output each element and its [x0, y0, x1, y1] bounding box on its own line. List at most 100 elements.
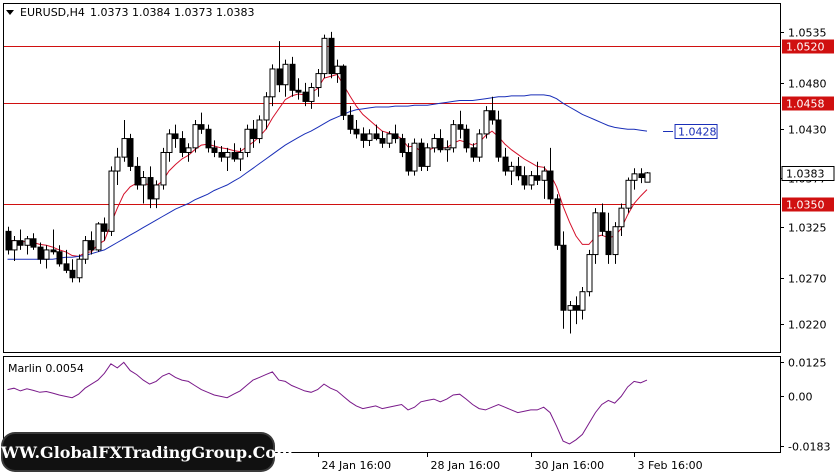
candle[interactable]	[515, 157, 522, 181]
candle[interactable]	[179, 131, 186, 158]
candle[interactable]	[379, 131, 386, 148]
candle[interactable]	[605, 212, 612, 264]
candle[interactable]	[470, 143, 477, 162]
candle[interactable]	[282, 59, 289, 97]
candle[interactable]	[508, 161, 515, 185]
candle[interactable]	[205, 124, 212, 153]
candle[interactable]	[192, 120, 199, 153]
candle[interactable]	[612, 222, 619, 264]
candle[interactable]	[560, 231, 567, 329]
candle[interactable]	[88, 231, 95, 255]
candle[interactable]	[43, 245, 50, 269]
candle[interactable]	[166, 129, 173, 162]
candle[interactable]	[269, 64, 276, 107]
candle[interactable]	[586, 249, 593, 297]
candle[interactable]	[256, 115, 263, 144]
dropdown-triangle-icon[interactable]	[6, 10, 14, 15]
candle[interactable]	[231, 143, 238, 162]
candle[interactable]	[347, 106, 354, 134]
candle[interactable]	[211, 140, 218, 158]
candle[interactable]	[579, 287, 586, 320]
candle[interactable]	[599, 203, 606, 236]
candle[interactable]	[457, 110, 464, 139]
candle[interactable]	[302, 82, 309, 107]
candle[interactable]	[366, 129, 373, 146]
candle[interactable]	[101, 217, 108, 241]
candle[interactable]	[405, 143, 412, 176]
candle[interactable]	[185, 143, 192, 162]
candle[interactable]	[160, 147, 167, 190]
candle[interactable]	[198, 112, 205, 134]
candle[interactable]	[224, 147, 231, 172]
candle[interactable]	[30, 233, 37, 250]
candle[interactable]	[631, 168, 638, 190]
candle[interactable]	[334, 59, 341, 83]
candle[interactable]	[392, 124, 399, 144]
candle[interactable]	[547, 147, 554, 204]
candle[interactable]	[618, 203, 625, 236]
candle[interactable]	[573, 296, 580, 325]
candle[interactable]	[328, 31, 335, 79]
candle[interactable]	[108, 166, 115, 236]
candle[interactable]	[321, 34, 328, 79]
candle[interactable]	[134, 157, 141, 190]
candle[interactable]	[644, 171, 651, 183]
candle[interactable]	[37, 242, 44, 264]
candle[interactable]	[172, 124, 179, 148]
candle[interactable]	[411, 138, 418, 176]
candle[interactable]	[76, 254, 83, 283]
candle[interactable]	[418, 138, 425, 172]
candle[interactable]	[360, 127, 367, 148]
candle[interactable]	[308, 82, 315, 109]
candle[interactable]	[431, 133, 438, 153]
candle[interactable]	[147, 166, 154, 209]
candle[interactable]	[502, 147, 509, 176]
candle[interactable]	[340, 64, 347, 120]
candle[interactable]	[353, 120, 360, 139]
candle[interactable]	[295, 78, 302, 100]
candle[interactable]	[82, 236, 89, 264]
candle[interactable]	[463, 124, 470, 153]
candle[interactable]	[11, 236, 18, 262]
candle[interactable]	[373, 124, 380, 141]
candle[interactable]	[114, 147, 121, 185]
candle[interactable]	[386, 131, 393, 148]
candle[interactable]	[554, 194, 561, 250]
candle[interactable]	[567, 300, 574, 334]
candle[interactable]	[50, 229, 57, 255]
candle[interactable]	[450, 120, 457, 153]
candle[interactable]	[483, 106, 490, 139]
candle[interactable]	[528, 171, 535, 190]
candle[interactable]	[17, 229, 24, 250]
candle[interactable]	[56, 245, 63, 267]
candle[interactable]	[250, 120, 257, 148]
candle[interactable]	[5, 226, 12, 255]
candle[interactable]	[444, 140, 451, 162]
candle[interactable]	[244, 124, 251, 158]
candle[interactable]	[534, 161, 541, 185]
candle[interactable]	[521, 166, 528, 190]
candle[interactable]	[237, 147, 244, 172]
candle[interactable]	[95, 222, 102, 252]
candle[interactable]	[489, 96, 496, 125]
candle[interactable]	[638, 168, 645, 184]
candle[interactable]	[140, 171, 147, 204]
candle[interactable]	[121, 120, 128, 162]
candle[interactable]	[218, 145, 225, 162]
candle[interactable]	[263, 92, 270, 130]
candle[interactable]	[399, 133, 406, 158]
candle[interactable]	[276, 41, 283, 93]
candle[interactable]	[289, 56, 296, 97]
candle[interactable]	[424, 143, 431, 172]
candle[interactable]	[153, 180, 160, 209]
candle[interactable]	[625, 177, 632, 213]
candle[interactable]	[63, 249, 70, 274]
candle[interactable]	[476, 129, 483, 162]
candle[interactable]	[69, 259, 76, 283]
candle[interactable]	[437, 129, 444, 153]
candle[interactable]	[541, 166, 548, 199]
candle[interactable]	[127, 133, 134, 172]
candle[interactable]	[315, 68, 322, 97]
candle[interactable]	[495, 110, 502, 162]
candle[interactable]	[592, 208, 599, 264]
